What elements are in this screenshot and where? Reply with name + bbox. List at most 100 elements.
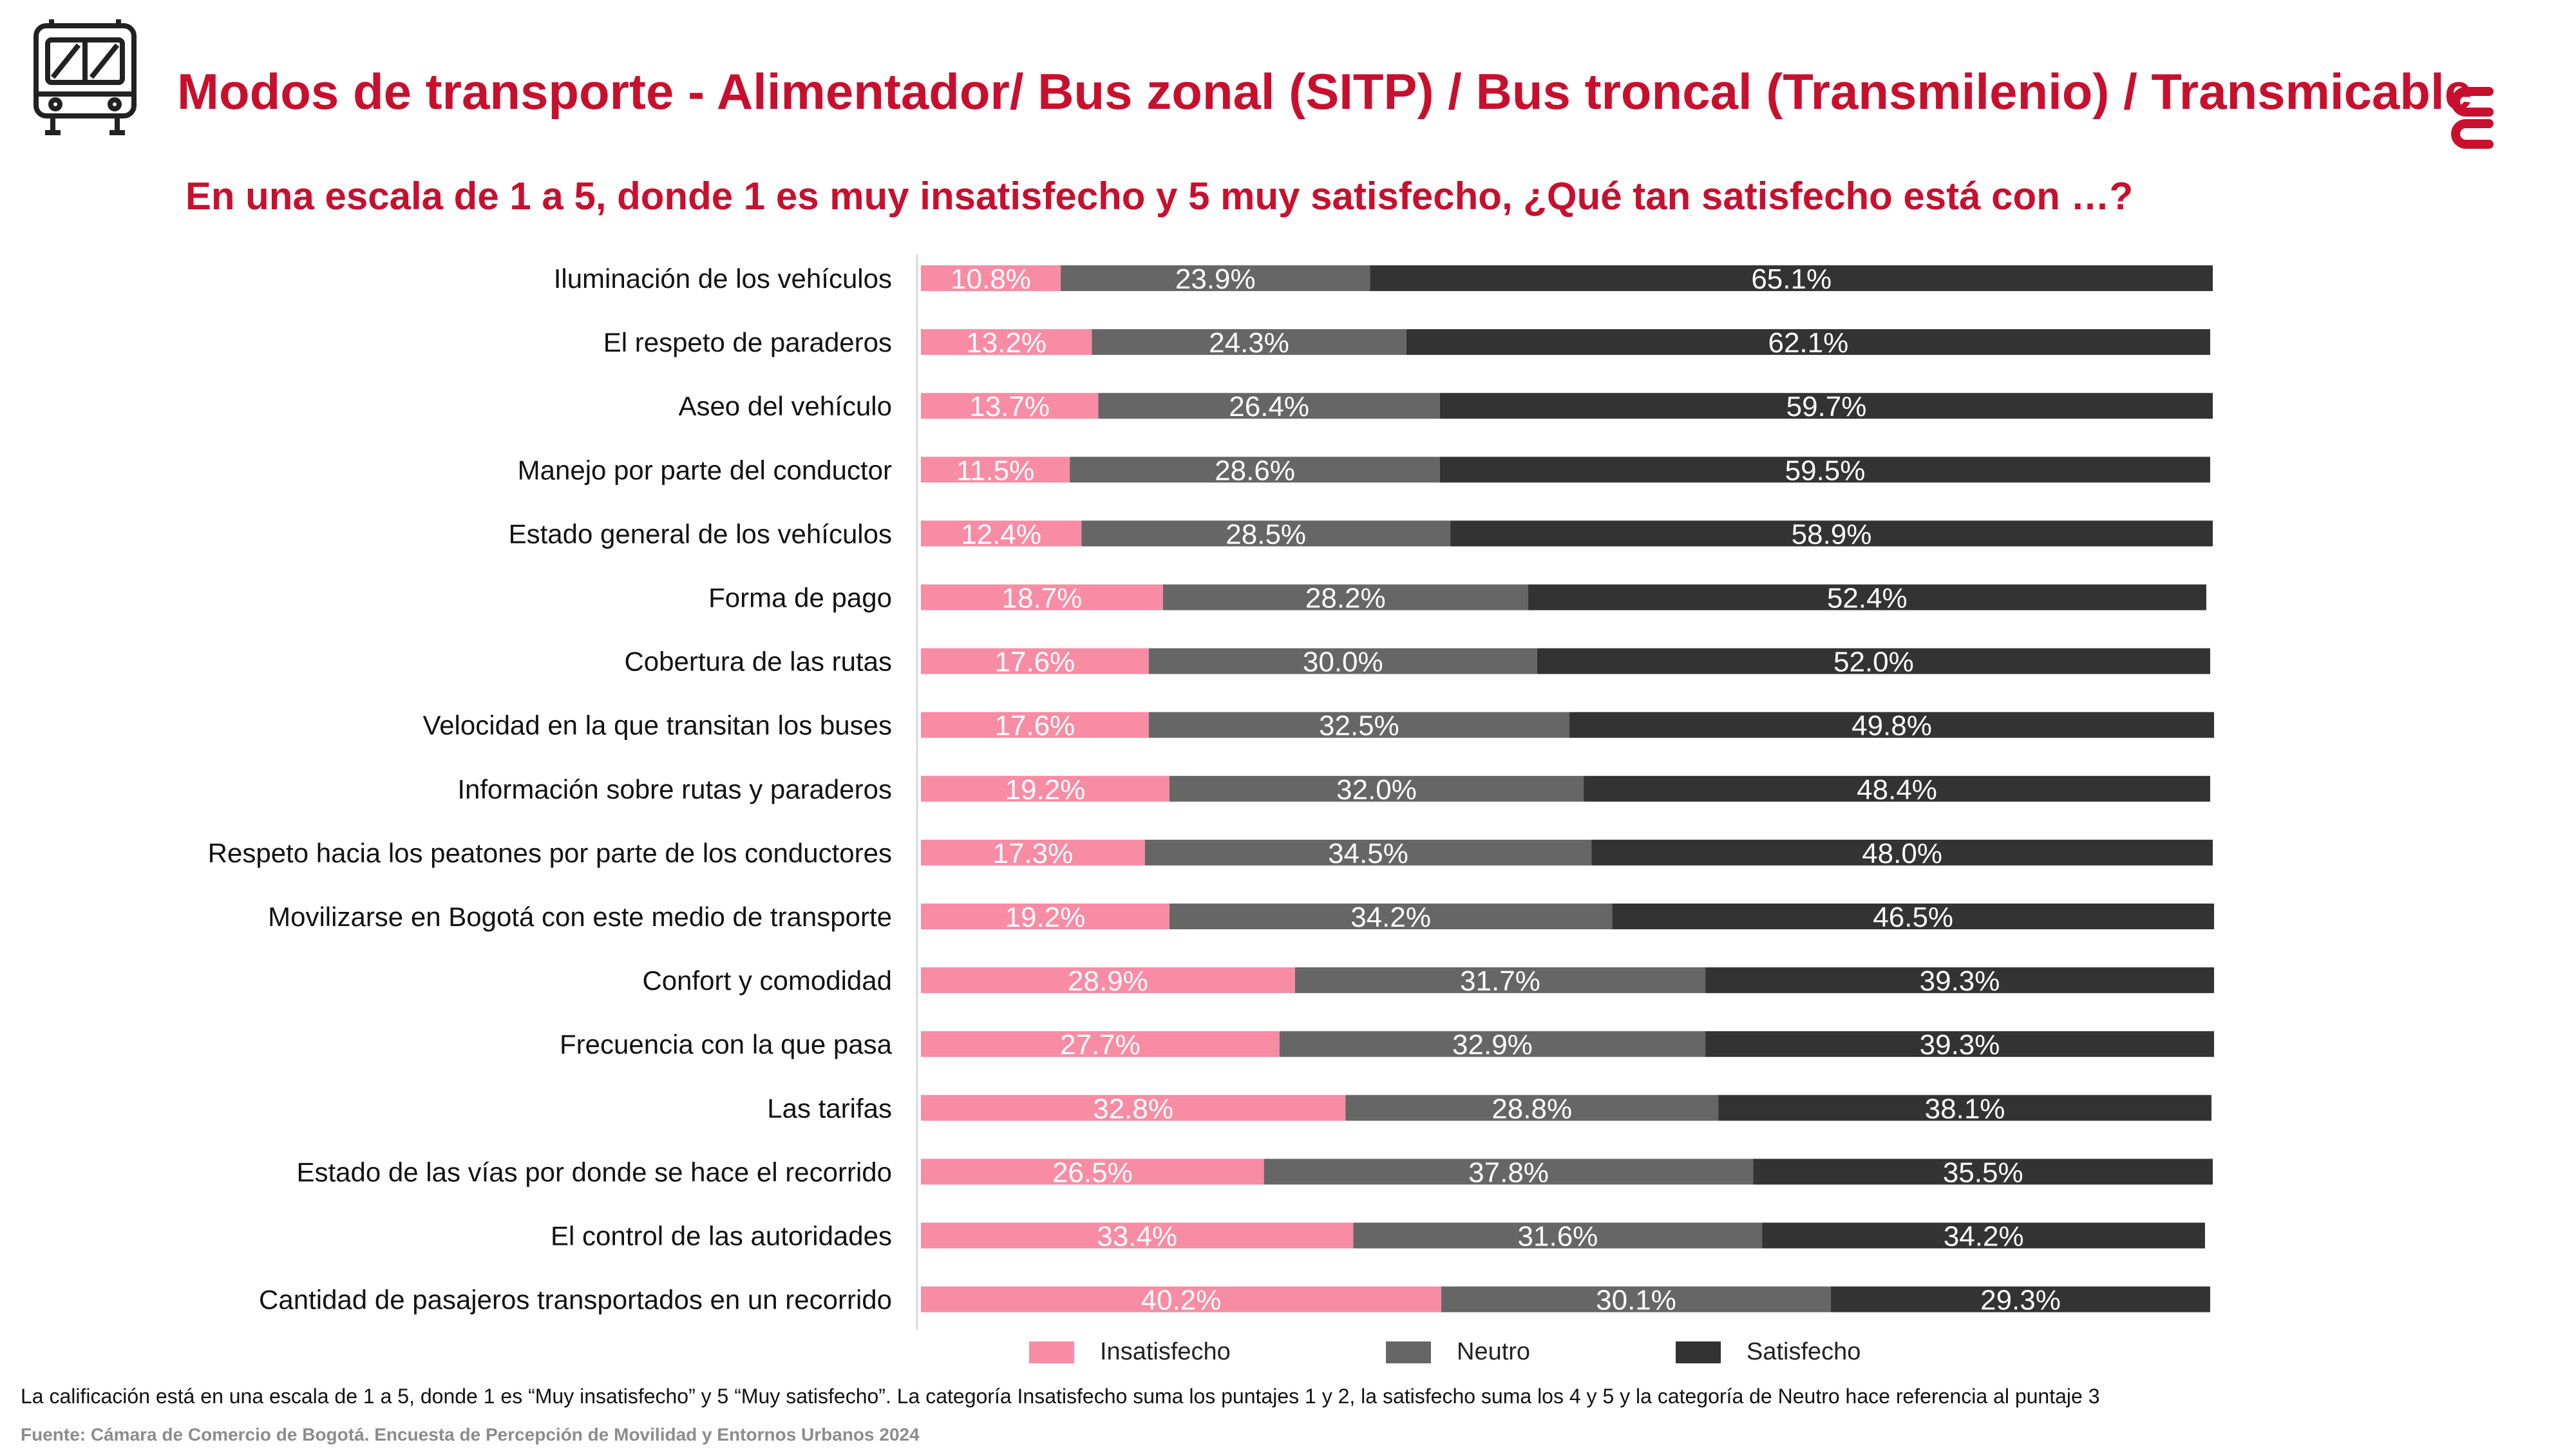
data-label-satisfecho: 59.7% [1786,391,1867,422]
data-label-satisfecho: 62.1% [1768,327,1848,359]
bar-satisfecho [1528,584,2206,611]
bar-satisfecho [1591,839,2213,866]
bar-neutro [1148,712,1570,738]
bar-neutro [1441,1286,1832,1312]
bar-satisfecho [1370,265,2213,291]
legend-item-insatisfecho: Insatisfecho [1029,1338,1231,1366]
category-label: Estado de las vías por donde se hace el … [296,1157,892,1187]
data-label-neutro: 28.2% [1305,583,1386,614]
bar-satisfecho [1612,904,2214,929]
data-label-insatisfecho: 19.2% [1005,902,1086,933]
bar-neutro [1169,904,1613,929]
bar-insatisfecho [921,1095,1346,1121]
bar-satisfecho [1406,329,2210,355]
data-label-neutro: 30.0% [1303,647,1383,678]
data-label-neutro: 37.8% [1468,1157,1549,1188]
data-label-satisfecho: 58.9% [1792,518,1872,550]
bar-insatisfecho [921,393,1099,419]
bar-insatisfecho [921,648,1149,674]
category-label: Aseo del vehículo [678,391,892,421]
data-label-insatisfecho: 19.2% [1005,774,1086,806]
data-label-insatisfecho: 12.4% [961,518,1041,550]
bar-satisfecho [1718,1095,2211,1121]
bar-neutro [1144,839,1592,866]
data-label-satisfecho: 35.5% [1943,1157,2023,1188]
data-label-satisfecho: 39.3% [1920,1029,2000,1061]
source-citation: Fuente: Cámara de Comercio de Bogotá. En… [21,1425,920,1444]
legend-label-satisfecho: Satisfecho [1747,1338,1861,1365]
category-label: Frecuencia con la que pasa [560,1029,893,1059]
legend-swatch-satisfecho [1676,1341,1721,1363]
data-label-satisfecho: 48.0% [1862,838,1942,869]
bus-icon [33,19,137,135]
bar-satisfecho [1705,1031,2214,1057]
data-label-insatisfecho: 13.7% [969,391,1050,422]
data-label-satisfecho: 52.4% [1827,583,1908,614]
bar-neutro [1294,967,1706,994]
bar-insatisfecho [921,457,1070,483]
legend-swatch-insatisfecho [1029,1341,1074,1363]
legend-swatch-neutro [1386,1341,1431,1363]
category-label: Estado general de los vehículos [509,518,892,549]
data-label-neutro: 34.5% [1328,838,1408,869]
bar-neutro [1070,457,1441,483]
bar-satisfecho [1584,775,2210,802]
page-title: Modos de transporte - Alimentador/ Bus z… [177,63,2473,120]
data-label-insatisfecho: 17.6% [994,710,1075,742]
data-label-neutro: 31.7% [1460,965,1540,997]
data-label-insatisfecho: 10.8% [951,263,1031,295]
bar-satisfecho [1569,712,2214,738]
data-label-neutro: 28.5% [1226,518,1306,550]
legend-label-neutro: Neutro [1457,1338,1531,1365]
bar-insatisfecho [921,265,1061,291]
data-label-insatisfecho: 13.2% [966,327,1046,359]
bar-neutro [1353,1222,1763,1249]
bar-neutro [1148,648,1537,674]
data-label-insatisfecho: 17.6% [994,647,1075,678]
bar-satisfecho [1537,648,2210,674]
category-label: Forma de pago [708,583,892,613]
data-label-neutro: 28.6% [1215,455,1295,486]
category-label: Las tarifas [767,1093,892,1123]
data-label-insatisfecho: 11.5% [956,455,1035,486]
data-label-neutro: 24.3% [1209,327,1289,359]
bar-neutro [1092,329,1406,355]
data-label-neutro: 32.5% [1319,710,1399,742]
bar-satisfecho [1440,457,2210,483]
legend-item-satisfecho: Satisfecho [1676,1338,1861,1366]
bar-insatisfecho [921,967,1295,994]
legend-item-neutro: Neutro [1386,1338,1530,1366]
bar-insatisfecho [921,1222,1354,1249]
data-label-neutro: 34.2% [1350,902,1431,933]
category-label: Respeto hacia los peatones por parte de … [208,838,892,868]
data-label-insatisfecho: 32.8% [1093,1093,1173,1124]
chart-subtitle: En una escala de 1 a 5, donde 1 es muy i… [185,175,2134,218]
bar-neutro [1345,1095,1719,1121]
data-label-neutro: 23.9% [1175,263,1256,295]
bar-satisfecho [1831,1286,2210,1312]
bar-insatisfecho [921,839,1145,866]
category-label: Manejo por parte del conductor [518,455,892,485]
data-label-insatisfecho: 26.5% [1052,1157,1133,1188]
data-label-satisfecho: 29.3% [1980,1285,2061,1316]
bar-neutro [1162,584,1528,611]
category-label: El respeto de paraderos [603,327,892,357]
data-label-neutro: 31.6% [1518,1221,1598,1253]
bar-satisfecho [1762,1222,2205,1249]
bar-neutro [1081,520,1451,547]
data-label-neutro: 32.0% [1336,774,1417,806]
category-label: Confort y comodidad [642,965,892,996]
data-label-satisfecho: 39.3% [1920,965,2000,997]
data-label-satisfecho: 49.8% [1852,710,1932,742]
bar-neutro [1264,1159,1754,1185]
footnote: La calificación está en una escala de 1 … [21,1385,2100,1408]
data-label-insatisfecho: 28.9% [1068,965,1148,997]
category-label: Cantidad de pasajeros transportados en u… [259,1285,892,1315]
bar-neutro [1279,1031,1706,1057]
data-label-insatisfecho: 18.7% [1002,583,1083,614]
bar-neutro [1169,775,1584,802]
bar-satisfecho [1705,967,2214,994]
data-label-neutro: 32.9% [1452,1029,1533,1061]
bar-insatisfecho [921,1286,1442,1312]
data-label-insatisfecho: 40.2% [1141,1285,1222,1316]
